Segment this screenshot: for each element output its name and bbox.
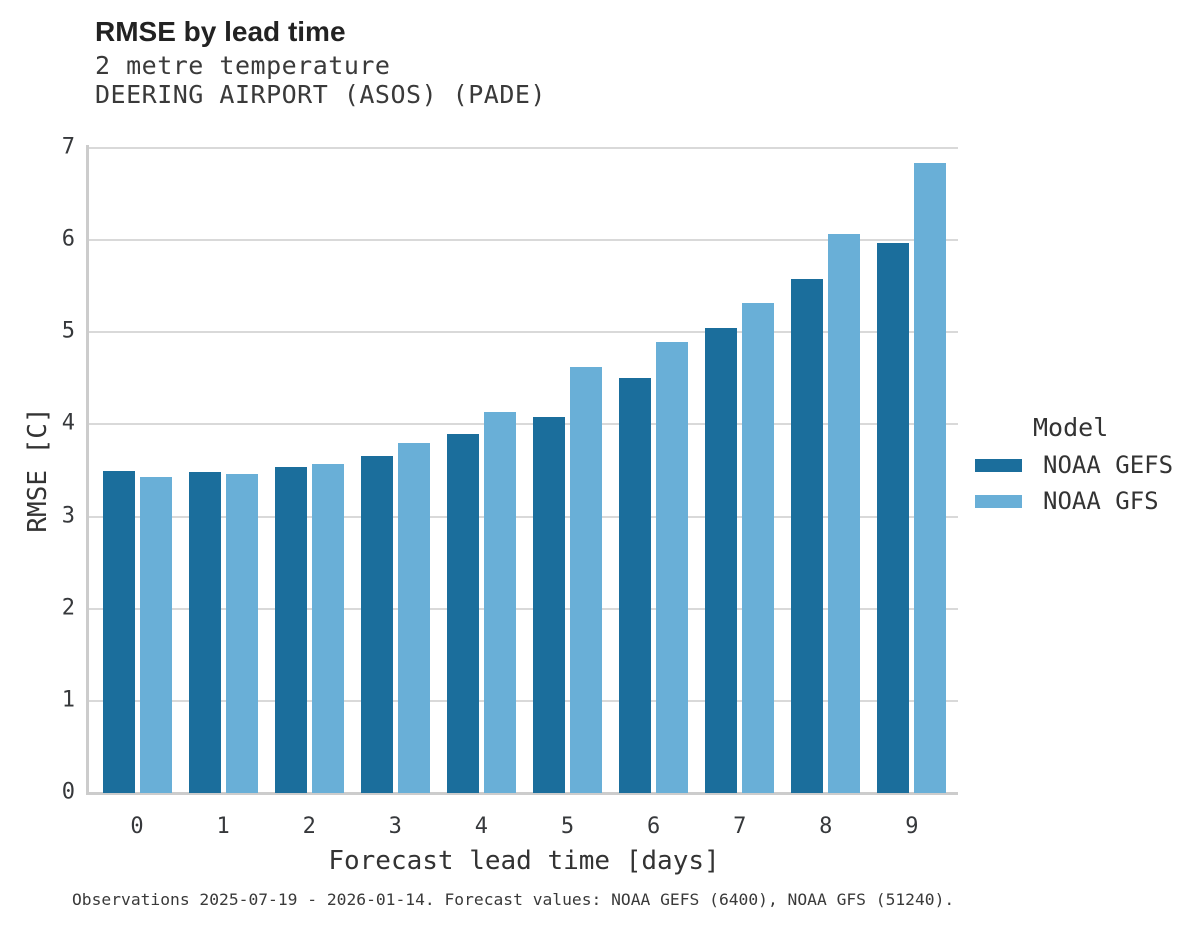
bar-noaa-gefs-day3	[360, 455, 393, 793]
bar-noaa-gfs-day7	[742, 302, 775, 793]
x-tick-label-2: 2	[302, 814, 316, 839]
bar-noaa-gefs-day4	[446, 433, 479, 793]
legend-swatch-gfs	[975, 494, 1022, 508]
x-tick-label-1: 1	[216, 814, 230, 839]
x-tick-label-8: 8	[819, 814, 833, 839]
y-tick-label-4: 4	[61, 410, 75, 436]
bar-noaa-gefs-day1	[188, 472, 221, 793]
caption: Observations 2025-07-19 - 2026-01-14. Fo…	[72, 890, 955, 909]
y-tick-label-0: 0	[61, 779, 75, 805]
gridline-y2	[88, 607, 958, 610]
legend-label-gefs: NOAA GEFS	[1043, 451, 1174, 479]
x-tick-label-3: 3	[388, 814, 402, 839]
bar-noaa-gfs-day2	[311, 464, 344, 793]
legend: Model NOAA GEFS NOAA GFS	[975, 413, 1173, 525]
y-tick-label-7: 7	[61, 134, 75, 160]
bar-noaa-gefs-day8	[791, 278, 824, 793]
bar-noaa-gfs-day3	[397, 442, 430, 793]
chart-title: RMSE by lead time	[95, 16, 346, 47]
x-tick-label-6: 6	[646, 814, 661, 839]
gridline-y7	[88, 147, 958, 149]
gridline-y6	[88, 239, 958, 242]
gridline-y3	[88, 515, 958, 518]
legend-entry-noaa-gefs: NOAA GEFS	[975, 451, 1174, 479]
y-tick-label-3: 3	[61, 503, 75, 529]
y-axis-line	[86, 145, 89, 795]
bar-noaa-gfs-day8	[828, 233, 861, 793]
bar-noaa-gfs-day0	[139, 476, 172, 793]
chart-subtitle-station: DEERING AIRPORT (ASOS) (PADE)	[95, 80, 546, 109]
bar-noaa-gefs-day0	[102, 471, 135, 793]
legend-entry-noaa-gfs: NOAA GFS	[975, 487, 1173, 515]
x-tick-label-5: 5	[560, 814, 575, 839]
bar-noaa-gefs-day5	[533, 417, 565, 793]
gridline-y1	[88, 699, 958, 702]
legend-swatch-gefs	[975, 458, 1022, 472]
gridline-y4	[88, 423, 958, 426]
gridline-y5	[88, 331, 958, 334]
x-axis-title: Forecast lead time [days]	[328, 846, 720, 876]
bar-noaa-gefs-day7	[705, 327, 738, 793]
bar-noaa-gfs-day5	[570, 367, 602, 793]
x-tick-label-0: 0	[130, 814, 144, 839]
x-tick-label-7: 7	[733, 814, 747, 839]
bar-noaa-gefs-day9	[877, 242, 910, 793]
legend-label-gfs: NOAA GFS	[1043, 487, 1159, 515]
y-tick-label-2: 2	[61, 595, 75, 621]
chart-subtitle-variable: 2 metre temperature	[95, 51, 391, 80]
x-axis-line	[86, 792, 958, 795]
y-tick-label-5: 5	[61, 318, 75, 344]
bar-noaa-gfs-day4	[483, 412, 516, 793]
x-tick-label-4: 4	[474, 814, 489, 839]
y-tick-label-1: 1	[61, 687, 75, 713]
y-tick-label-6: 6	[61, 226, 75, 252]
bar-noaa-gefs-day6	[619, 378, 652, 793]
bar-noaa-gfs-day6	[656, 341, 689, 793]
bar-noaa-gfs-day9	[914, 162, 947, 793]
bar-noaa-gfs-day1	[225, 474, 258, 793]
y-axis-title: RMSE [C]	[23, 407, 53, 533]
legend-title: Model	[1033, 413, 1109, 442]
bar-noaa-gefs-day2	[274, 466, 307, 793]
x-tick-label-9: 9	[905, 814, 919, 839]
